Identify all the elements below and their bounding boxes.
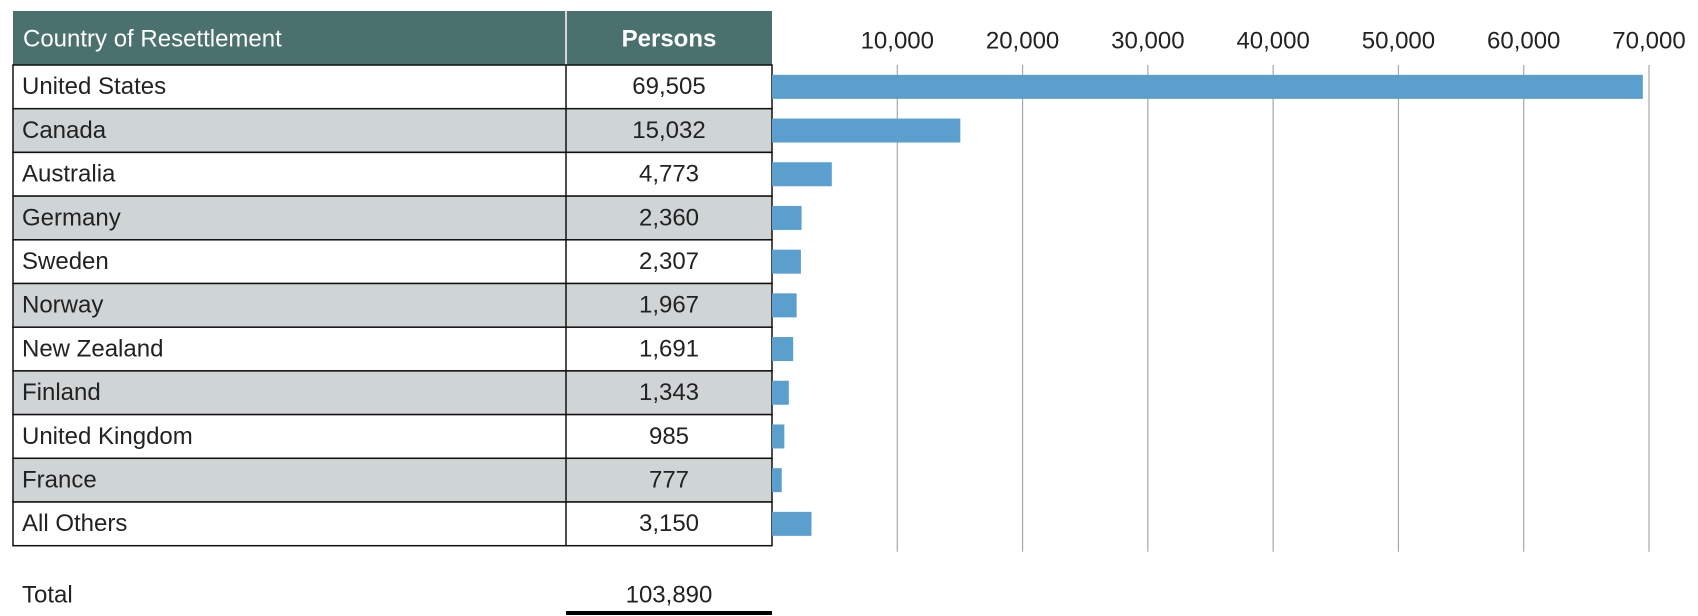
bar	[772, 205, 802, 230]
column-header: Country of Resettlement	[23, 25, 282, 52]
row-value: 1,343	[639, 379, 699, 406]
table-row	[12, 151, 773, 197]
total-label: Total	[22, 581, 73, 608]
row-label: Sweden	[22, 248, 109, 275]
table-row	[12, 326, 773, 372]
row-value: 3,150	[639, 510, 699, 537]
row-value: 4,773	[639, 161, 699, 188]
bar	[772, 118, 961, 143]
bar	[772, 468, 782, 493]
row-value: 1,691	[639, 335, 699, 362]
table-row	[12, 413, 773, 460]
row-label: Canada	[22, 117, 107, 144]
bar	[772, 249, 801, 274]
bar	[772, 511, 812, 536]
column-header: Persons	[622, 25, 717, 52]
x-tick-label: 60,000	[1487, 27, 1560, 54]
row-label: All Others	[22, 510, 127, 537]
row-value: 15,032	[632, 117, 705, 144]
table-row	[12, 107, 773, 154]
bar	[772, 74, 1643, 99]
row-value: 985	[649, 423, 689, 450]
row-label: France	[22, 466, 97, 493]
bar	[772, 337, 794, 362]
table-row	[12, 457, 773, 503]
row-value: 1,967	[639, 292, 699, 319]
row-label: Australia	[22, 161, 116, 188]
row-label: New Zealand	[22, 335, 163, 362]
bar	[772, 162, 832, 187]
x-tick-label: 40,000	[1236, 27, 1309, 54]
table-row	[12, 282, 773, 328]
total-value: 103,890	[626, 581, 713, 608]
row-value: 2,307	[639, 248, 699, 275]
bar	[772, 380, 789, 405]
row-label: Finland	[22, 379, 101, 406]
row-label: Germany	[22, 204, 121, 231]
x-tick-label: 50,000	[1362, 27, 1435, 54]
table-row	[12, 501, 773, 547]
x-tick-label: 70,000	[1612, 27, 1685, 54]
table-header	[13, 11, 772, 65]
table-row	[12, 370, 773, 416]
bar	[772, 424, 785, 449]
row-label: United Kingdom	[22, 423, 193, 450]
bar	[772, 293, 797, 318]
table-row	[12, 64, 773, 110]
row-value: 777	[649, 466, 689, 493]
row-value: 69,505	[632, 73, 705, 100]
row-label: United States	[22, 73, 166, 100]
x-tick-label: 10,000	[861, 27, 934, 54]
x-tick-label: 20,000	[986, 27, 1059, 54]
x-tick-label: 30,000	[1111, 27, 1184, 54]
row-label: Norway	[22, 292, 103, 319]
row-value: 2,360	[639, 204, 699, 231]
